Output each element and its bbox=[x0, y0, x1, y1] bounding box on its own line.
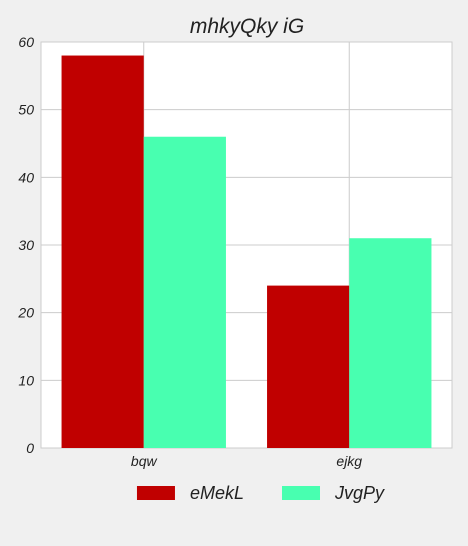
bar-eMekL-bqw bbox=[61, 55, 144, 449]
legend: eMekL JvgPy bbox=[136, 483, 385, 503]
y-tick-label: 0 bbox=[26, 440, 34, 456]
x-tick-label: ejkg bbox=[336, 453, 362, 469]
bar-JvgPy-ejkg bbox=[349, 238, 432, 448]
x-axis-ticks: bqw ejkg bbox=[131, 453, 362, 469]
bars bbox=[61, 55, 432, 449]
bar-eMekL-ejkg bbox=[267, 285, 350, 448]
legend-label: eMekL bbox=[190, 483, 244, 503]
y-tick-label: 10 bbox=[18, 372, 34, 388]
y-axis-ticks: 0 10 20 30 40 50 60 bbox=[17, 34, 34, 456]
y-tick-label: 30 bbox=[18, 237, 34, 253]
y-tick-label: 40 bbox=[18, 169, 34, 185]
y-tick-label: 50 bbox=[18, 102, 34, 118]
bar-JvgPy-bqw bbox=[143, 136, 226, 448]
legend-label: JvgPy bbox=[334, 483, 385, 503]
y-tick-label: 60 bbox=[18, 34, 34, 50]
legend-swatch-eMekL bbox=[136, 486, 175, 500]
chart-title: mhkyQky iG bbox=[190, 15, 304, 38]
legend-swatch-JvgPy bbox=[282, 486, 320, 500]
y-tick-label: 20 bbox=[17, 305, 34, 321]
x-tick-label: bqw bbox=[131, 453, 158, 469]
